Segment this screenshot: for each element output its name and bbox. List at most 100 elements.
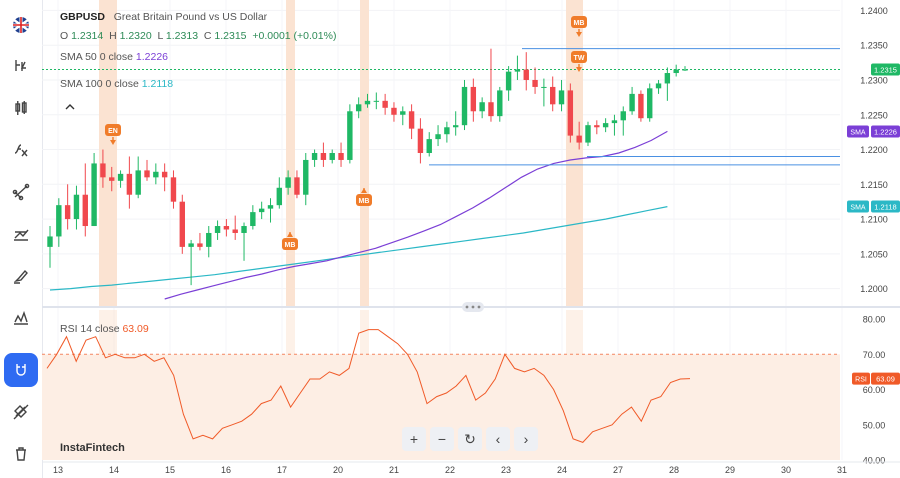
time-tick-label: 28 bbox=[669, 465, 679, 475]
event-badge-label: TW bbox=[574, 55, 585, 62]
patterns-button[interactable] bbox=[4, 301, 38, 335]
time-tick-label: 14 bbox=[109, 465, 119, 475]
event-badge-box bbox=[571, 16, 587, 28]
collapse-legend-button[interactable] bbox=[62, 99, 78, 115]
rsi-tag-value: 63.09 bbox=[876, 375, 895, 384]
high-label: H bbox=[109, 30, 117, 42]
candle bbox=[664, 67, 671, 101]
candle-body bbox=[170, 177, 177, 202]
brush-button[interactable] bbox=[4, 259, 38, 293]
sma50-legend[interactable]: SMA 50 0 close 1.2226 bbox=[60, 51, 168, 63]
rsi-tick-label: 80.00 bbox=[863, 315, 886, 325]
zoom-in-button[interactable]: + bbox=[402, 427, 426, 451]
drawing-tools-icon bbox=[12, 183, 30, 201]
candle bbox=[135, 156, 141, 199]
candle-body bbox=[488, 102, 494, 117]
candle-body bbox=[558, 90, 565, 105]
candle bbox=[444, 121, 450, 143]
sma100-line bbox=[49, 206, 668, 291]
event-highlight bbox=[99, 0, 117, 306]
time-axis: 13 14 15 16 17 20 21 22 23 24 27 28 29 30 31 bbox=[42, 461, 900, 475]
candle bbox=[126, 156, 133, 209]
event-highlight bbox=[360, 0, 369, 306]
arrow-down-icon bbox=[110, 140, 116, 145]
candle-body bbox=[541, 86, 547, 88]
chart-type-button[interactable] bbox=[4, 91, 38, 125]
rsi-legend[interactable]: RSI 14 close 63.09 bbox=[60, 323, 149, 335]
candle-body bbox=[514, 69, 521, 72]
axis-tags: 1.2315 SMA 1.2226 SMA 1.2118 bbox=[847, 63, 900, 213]
hide-drawings-button[interactable] bbox=[4, 395, 38, 429]
candle bbox=[241, 222, 247, 261]
time-tick-label: 23 bbox=[501, 465, 511, 475]
candle-body bbox=[585, 125, 591, 143]
event-badge-label: MB bbox=[359, 198, 370, 205]
trend-lines-button[interactable] bbox=[4, 217, 38, 251]
candle bbox=[426, 132, 432, 157]
candle-body bbox=[664, 73, 671, 84]
candle-body bbox=[505, 71, 512, 91]
candle-body bbox=[523, 69, 529, 80]
sma50-label: SMA 50 0 close bbox=[60, 51, 133, 63]
candle bbox=[647, 83, 653, 122]
candle-body bbox=[470, 86, 477, 112]
chart-type-icon bbox=[15, 101, 27, 115]
close-value: 1.2315 bbox=[214, 30, 247, 42]
price-chart[interactable]: 1.2400 1.2350 1.2300 1.2250 1.2200 1.2150 1.21… bbox=[42, 0, 900, 478]
patterns-icon bbox=[14, 310, 28, 325]
scroll-left-button[interactable]: ‹ bbox=[486, 427, 510, 451]
tag-label-box bbox=[847, 125, 869, 138]
reset-button[interactable]: ↻ bbox=[458, 427, 482, 451]
timeframe-button[interactable] bbox=[4, 49, 38, 83]
candle-body bbox=[303, 159, 309, 195]
rsi-label: RSI 14 close bbox=[60, 323, 120, 335]
candle bbox=[355, 97, 362, 119]
candle-body bbox=[550, 86, 556, 105]
price-tag: SMA 1.2118 bbox=[847, 200, 900, 213]
candle-body bbox=[91, 163, 97, 227]
event-badge-label: MB bbox=[285, 242, 296, 249]
candle-body bbox=[567, 90, 574, 136]
sma100-label: SMA 100 0 close bbox=[60, 78, 139, 90]
handle-dot bbox=[477, 305, 481, 309]
magnet-button[interactable] bbox=[4, 353, 38, 387]
price-tick-label: 1.2150 bbox=[860, 180, 888, 190]
candle-body bbox=[673, 69, 679, 74]
candle-body bbox=[594, 125, 600, 128]
candle bbox=[629, 86, 635, 115]
handle-dot bbox=[465, 305, 469, 309]
sma100-legend[interactable]: SMA 100 0 close 1.2118 bbox=[60, 78, 173, 90]
candle-body bbox=[400, 111, 406, 115]
candle-body bbox=[250, 212, 256, 227]
candle bbox=[250, 205, 256, 230]
symbol-flag-button[interactable] bbox=[4, 8, 38, 42]
candle bbox=[602, 118, 609, 133]
candle-body bbox=[347, 111, 353, 160]
event-badge-box bbox=[282, 238, 298, 250]
delete-all-button[interactable] bbox=[4, 437, 38, 471]
indicators-button[interactable] bbox=[4, 133, 38, 167]
time-tick-label: 16 bbox=[221, 465, 231, 475]
candle bbox=[294, 170, 300, 199]
symbol-name[interactable]: GBPUSD bbox=[60, 11, 105, 23]
candle bbox=[258, 201, 265, 220]
scroll-right-button[interactable]: › bbox=[514, 427, 538, 451]
candle bbox=[514, 55, 521, 80]
candle-body bbox=[179, 201, 185, 247]
candle bbox=[303, 153, 309, 206]
rsi-value: 63.09 bbox=[122, 323, 149, 335]
candle bbox=[223, 219, 230, 237]
trend-lines-icon bbox=[14, 229, 29, 241]
candle bbox=[567, 83, 574, 143]
candle bbox=[373, 92, 380, 110]
drawing-tools-button[interactable] bbox=[4, 175, 38, 209]
candle-body bbox=[73, 194, 80, 220]
candle bbox=[505, 66, 512, 101]
price-axis: 1.2400 1.2350 1.2300 1.2250 1.2200 1.2150 1.21… bbox=[860, 6, 888, 294]
candle-body bbox=[417, 128, 424, 153]
candle-body bbox=[135, 170, 141, 195]
symbol-flag-icon bbox=[13, 17, 29, 33]
zoom-out-button[interactable]: − bbox=[430, 427, 454, 451]
candle-body bbox=[100, 163, 106, 178]
price-tick-label: 1.2400 bbox=[860, 6, 888, 16]
